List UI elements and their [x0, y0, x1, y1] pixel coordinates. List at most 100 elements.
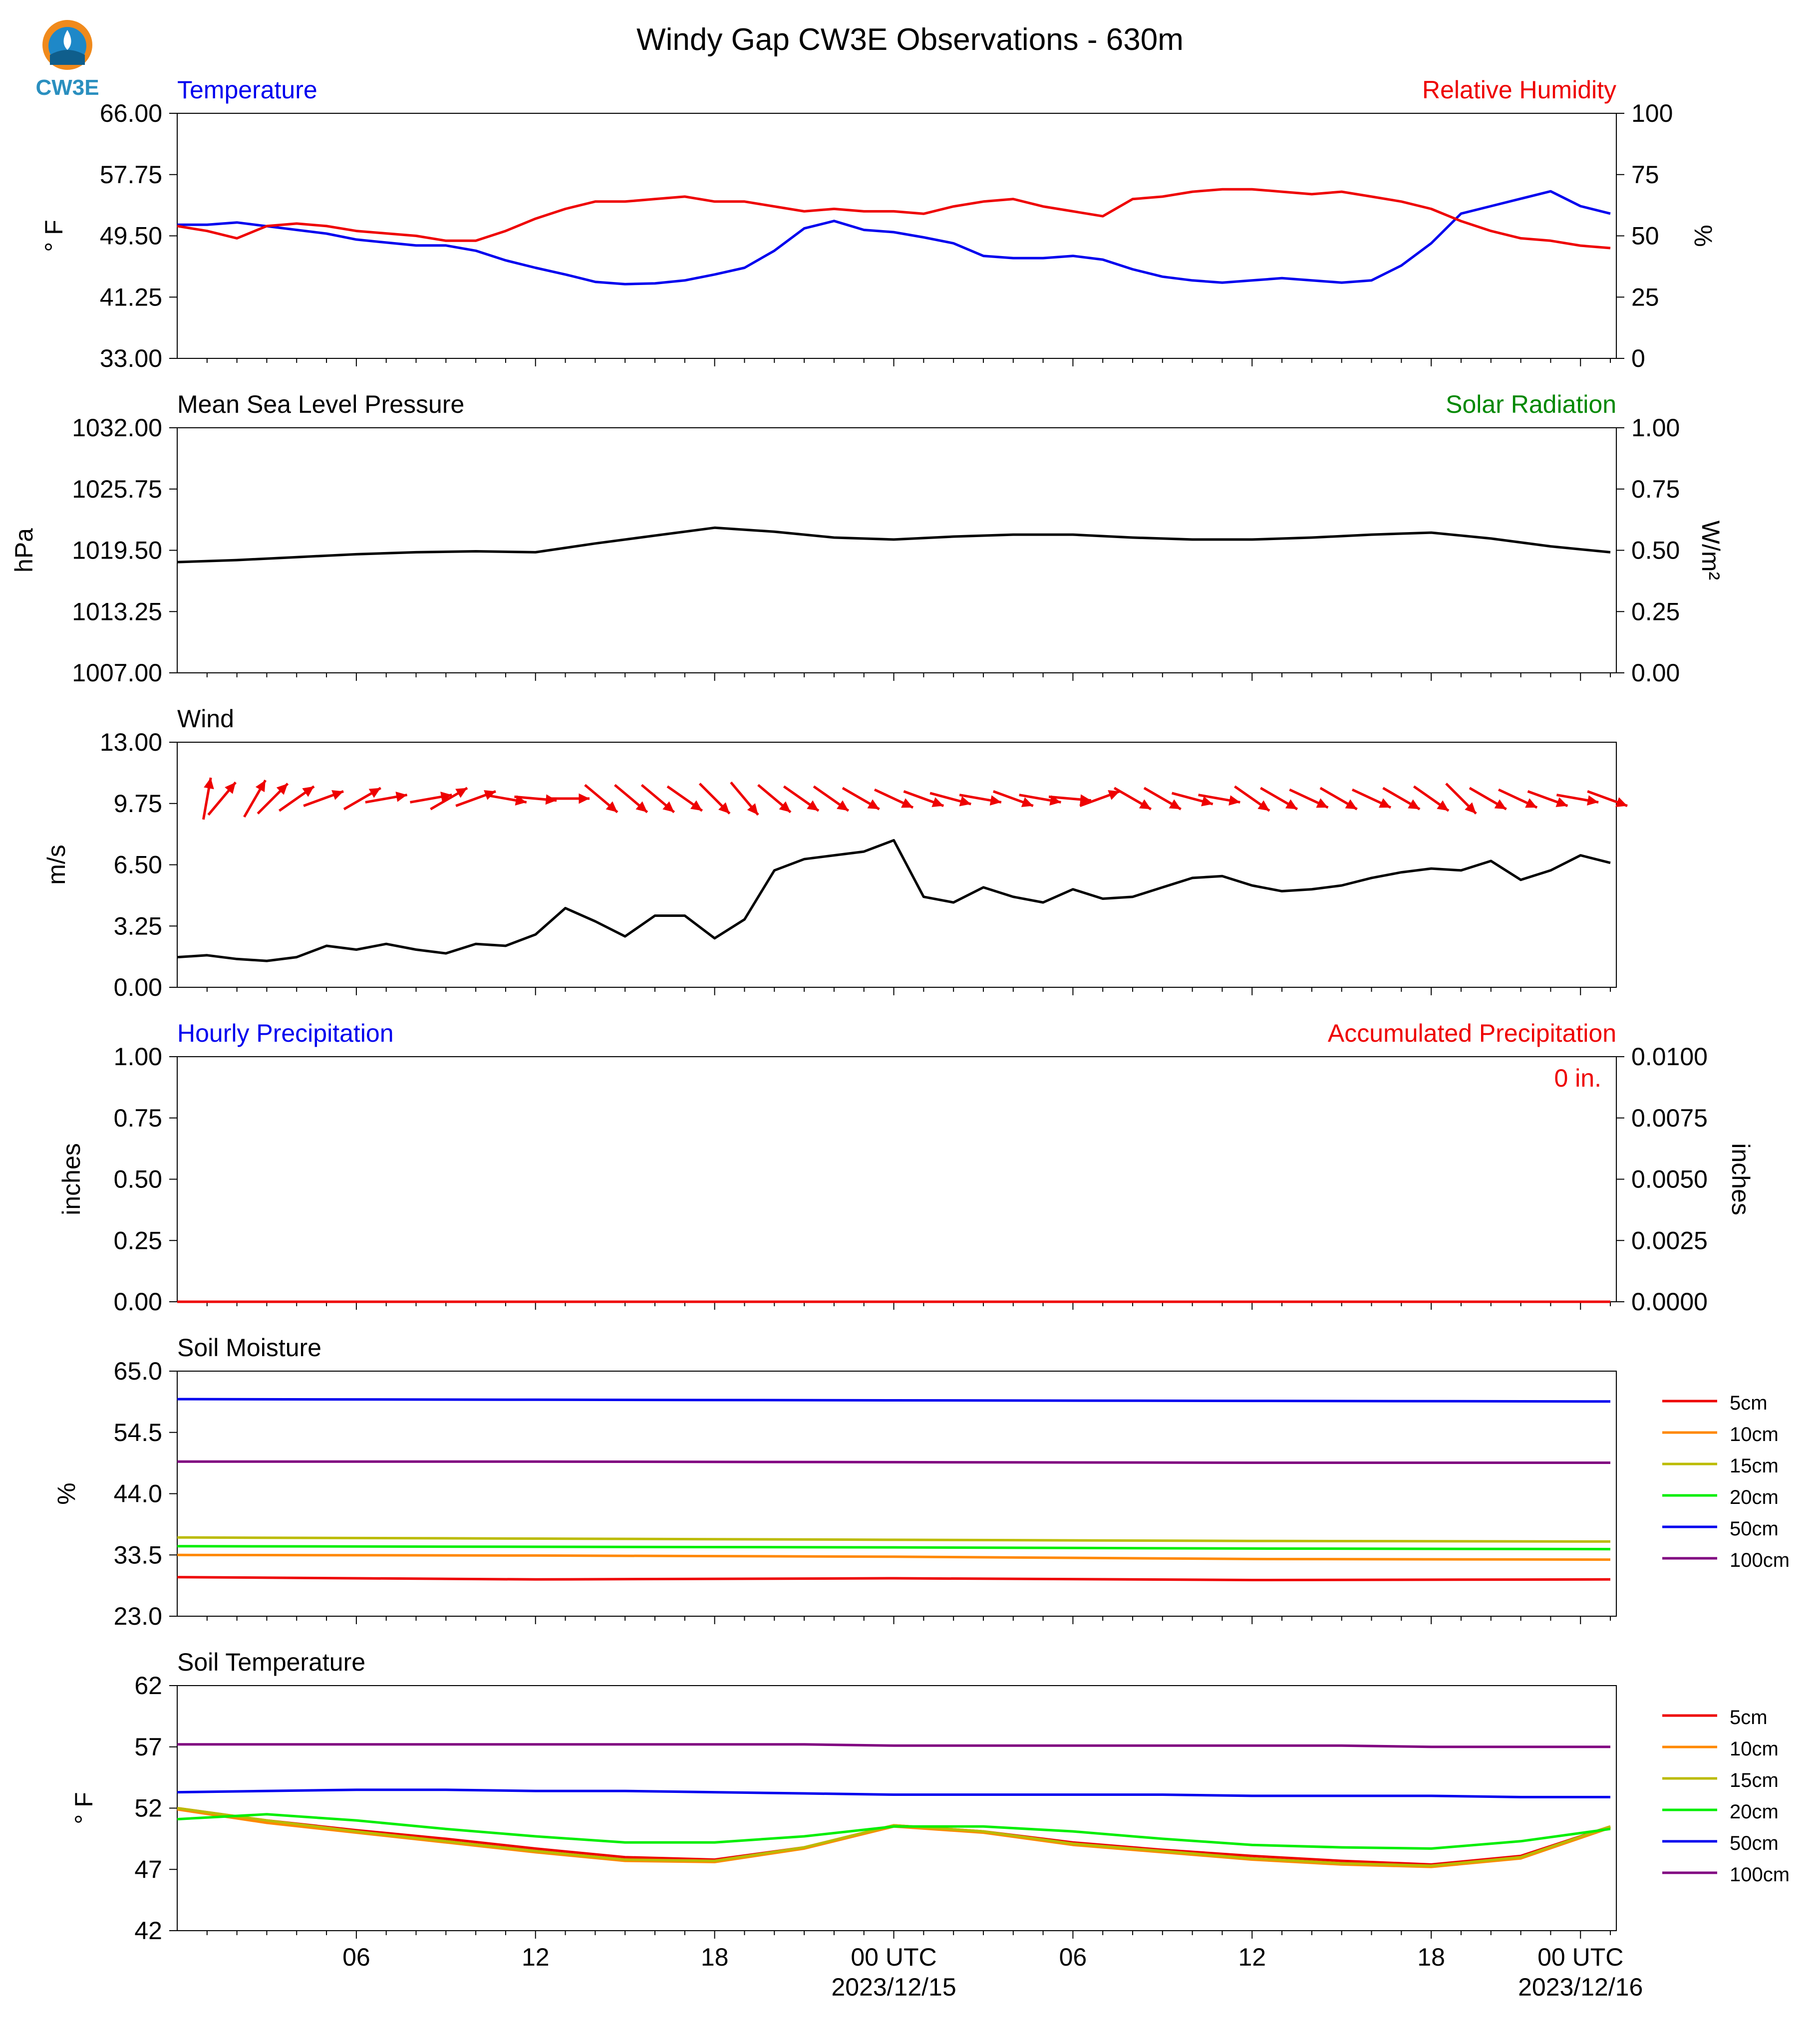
- series-100cm: [177, 1743, 1610, 1748]
- x-tick-label: 18: [701, 1943, 729, 1971]
- y-tick-label: 0.25: [114, 1226, 162, 1254]
- y2-tick-label: 1.00: [1631, 414, 1680, 442]
- panel-frame: [177, 113, 1617, 359]
- series-15cm: [177, 1536, 1611, 1543]
- y-tick-label: 54.5: [114, 1419, 162, 1447]
- wind-arrow-head: [807, 800, 819, 811]
- series-100cm: [177, 1460, 1610, 1464]
- y-axis-label: hPa: [10, 528, 38, 573]
- y2-tick-label: 0.0075: [1631, 1104, 1708, 1132]
- y-axis-label: ° F: [40, 220, 68, 252]
- x-tick-label: 00 UTC: [851, 1943, 936, 1971]
- wind-arrow-head: [1525, 798, 1537, 808]
- y-tick-label: 1013.25: [72, 597, 162, 625]
- legend-label: 50cm: [1730, 1832, 1779, 1854]
- legend-label: 50cm: [1730, 1518, 1779, 1540]
- y-tick-label: 33.00: [100, 344, 162, 372]
- wind-arrow-head: [1494, 799, 1507, 810]
- wind-arrow-head: [690, 800, 702, 811]
- y-tick-label: 65.0: [114, 1357, 162, 1385]
- y-tick-label: 47: [134, 1855, 162, 1883]
- wind-arrow-head: [606, 801, 617, 813]
- y-axis-label: %: [52, 1482, 80, 1504]
- chart-title: Windy Gap CW3E Observations - 630m: [636, 22, 1184, 57]
- wind-arrow-head: [395, 792, 407, 802]
- legend-label: 20cm: [1730, 1486, 1779, 1508]
- wind-arrow-head: [635, 801, 647, 813]
- y2-axis-label: W/m²: [1697, 521, 1725, 580]
- y-tick-label: 23.0: [114, 1602, 162, 1630]
- wind-arrow-head: [1316, 798, 1328, 808]
- panel-frame: [177, 1056, 1617, 1302]
- y-tick-label: 57: [134, 1733, 162, 1761]
- y2-tick-label: 0.00: [1631, 659, 1680, 687]
- y-tick-label: 9.75: [114, 790, 162, 818]
- series-relative-humidity: [177, 188, 1611, 250]
- panel-title-left: Wind: [177, 705, 234, 733]
- y-tick-label: 3.25: [114, 912, 162, 940]
- wind-arrow-head: [718, 802, 730, 814]
- y2-tick-label: 0.25: [1631, 597, 1680, 625]
- y2-tick-label: 0.0025: [1631, 1226, 1708, 1254]
- series-50cm: [177, 1788, 1610, 1798]
- wind-arrow-head: [579, 793, 590, 804]
- y-axis-label: inches: [57, 1143, 85, 1215]
- wind-arrow-head: [837, 800, 849, 811]
- series-20cm: [177, 1545, 1611, 1551]
- wind-arrow-head: [1555, 797, 1568, 807]
- legend-label: 100cm: [1730, 1549, 1790, 1571]
- wind-arrow-head: [302, 786, 314, 797]
- series-temperature: [177, 190, 1611, 286]
- x-tick-label: 12: [522, 1943, 550, 1971]
- wind-arrow-head: [747, 803, 758, 815]
- y-tick-label: 13.00: [100, 728, 162, 756]
- logo-graphic: CW3E: [35, 20, 99, 100]
- wind-arrow-head: [1201, 796, 1213, 807]
- wind-arrow-head: [1408, 799, 1420, 810]
- y2-tick-label: 0.50: [1631, 537, 1680, 565]
- wind-arrow-head: [901, 798, 913, 808]
- panel-title-left: Temperature: [177, 76, 317, 104]
- panel-title-left: Mean Sea Level Pressure: [177, 390, 464, 418]
- y2-tick-label: 50: [1631, 222, 1659, 250]
- logo-text: CW3E: [35, 75, 99, 100]
- x-tick-date-label: 2023/12/15: [831, 1973, 956, 2001]
- y-tick-label: 1025.75: [72, 475, 162, 503]
- wind-arrow-head: [440, 792, 452, 802]
- legend-label: 20cm: [1730, 1801, 1779, 1823]
- y-tick-label: 0.00: [114, 1288, 162, 1316]
- y2-axis-label: inches: [1727, 1143, 1755, 1215]
- y2-axis-label: %: [1689, 225, 1717, 247]
- y-tick-label: 33.5: [114, 1541, 162, 1569]
- wind-arrow-head: [1587, 795, 1599, 806]
- y-axis-label: ° F: [70, 1792, 98, 1824]
- panel-frame: [177, 742, 1617, 988]
- x-tick-label: 18: [1417, 1943, 1445, 1971]
- wind-arrow-head: [455, 788, 468, 798]
- legend-label: 15cm: [1730, 1455, 1779, 1477]
- legend-label: 10cm: [1730, 1738, 1779, 1760]
- wind-arrow-head: [1345, 799, 1357, 810]
- y-axis-label: m/s: [42, 845, 70, 885]
- panel-title-left: Hourly Precipitation: [177, 1019, 394, 1047]
- wind-arrow-head: [779, 801, 791, 813]
- y2-tick-label: 0.0050: [1631, 1165, 1708, 1193]
- legend-label: 5cm: [1730, 1392, 1768, 1414]
- wind-arrow-head: [368, 788, 381, 798]
- wind-arrow-head: [1169, 799, 1181, 810]
- y-tick-label: 41.25: [100, 283, 162, 311]
- y2-tick-label: 75: [1631, 161, 1659, 189]
- wind-arrow-head: [1257, 800, 1270, 811]
- legend-label: 100cm: [1730, 1864, 1790, 1886]
- series-mean-sea-level-pressure: [177, 526, 1611, 564]
- panel-title-left: Soil Moisture: [177, 1334, 321, 1362]
- y-tick-label: 62: [134, 1672, 162, 1700]
- panel-frame: [177, 1685, 1617, 1931]
- y-tick-label: 0.00: [114, 973, 162, 1001]
- precip-annotation: 0 in.: [1554, 1064, 1601, 1092]
- wind-arrow-head: [1465, 802, 1477, 814]
- x-tick-label: 00 UTC: [1537, 1943, 1623, 1971]
- y-tick-label: 49.50: [100, 222, 162, 250]
- wind-arrow-head: [331, 790, 344, 800]
